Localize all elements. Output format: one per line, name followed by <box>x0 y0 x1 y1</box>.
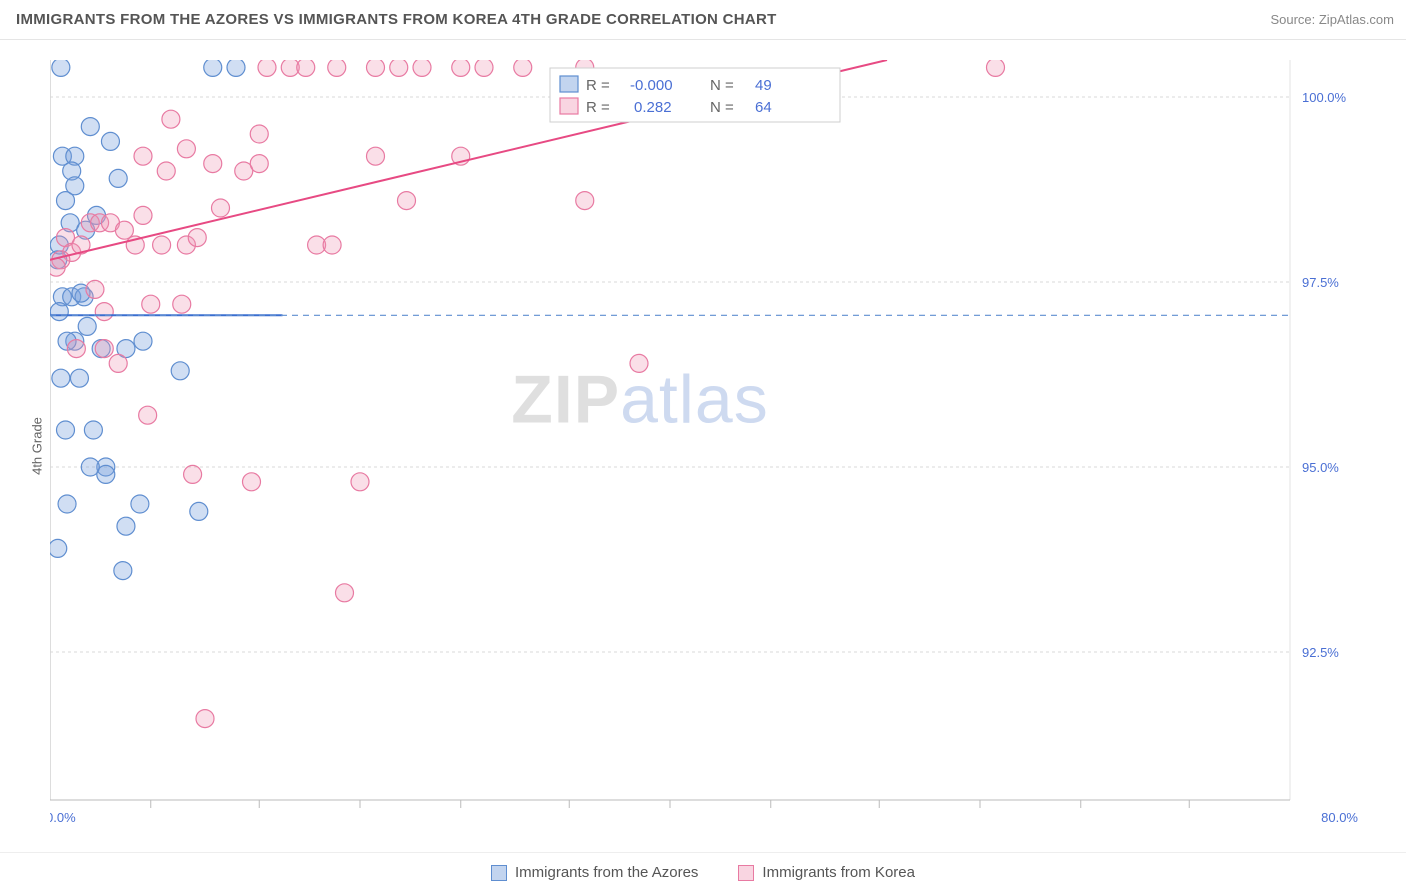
plot-area-wrapper: 4th Grade 92.5% 95.0% 97.5% 100.0% 0.0% 80.0%… <box>0 40 1406 852</box>
legend-label-azores: Immigrants from the Azores <box>515 864 698 881</box>
source-attribution: Source: ZipAtlas.com <box>1270 12 1394 27</box>
legend-label-korea: Immigrants from Korea <box>762 864 915 881</box>
y-axis-label: 4th Grade <box>29 417 44 475</box>
svg-text:64: 64 <box>755 99 772 116</box>
svg-text:N =: N = <box>710 77 734 94</box>
title-bar: IMMIGRANTS FROM THE AZORES VS IMMIGRANTS… <box>0 0 1406 40</box>
source-name: ZipAtlas.com <box>1319 12 1394 27</box>
svg-text:97.5%: 97.5% <box>1302 275 1339 290</box>
svg-text:R =: R = <box>586 99 610 116</box>
svg-text:0.0%: 0.0% <box>50 810 76 825</box>
svg-text:80.0%: 80.0% <box>1321 810 1358 825</box>
source-label: Source: <box>1270 12 1318 27</box>
svg-text:R =: R = <box>586 77 610 94</box>
scatter-plot: 92.5% 95.0% 97.5% 100.0% 0.0% 80.0% ZIPatlas R … <box>50 60 1380 830</box>
svg-text:ZIPatlas: ZIPatlas <box>511 362 768 438</box>
chart-title: IMMIGRANTS FROM THE AZORES VS IMMIGRANTS… <box>16 11 777 28</box>
svg-text:0.282: 0.282 <box>634 99 672 116</box>
svg-text:49: 49 <box>755 77 772 94</box>
legend-item-azores: Immigrants from the Azores <box>491 864 698 881</box>
legend-swatch-blue <box>491 865 507 881</box>
svg-text:95.0%: 95.0% <box>1302 460 1339 475</box>
svg-text:92.5%: 92.5% <box>1302 645 1339 660</box>
legend-swatch-pink <box>738 865 754 881</box>
svg-text:-0.000: -0.000 <box>630 77 673 94</box>
bottom-legend: Immigrants from the Azores Immigrants fr… <box>0 852 1406 892</box>
svg-text:100.0%: 100.0% <box>1302 90 1347 105</box>
legend-item-korea: Immigrants from Korea <box>738 864 915 881</box>
svg-text:N =: N = <box>710 99 734 116</box>
